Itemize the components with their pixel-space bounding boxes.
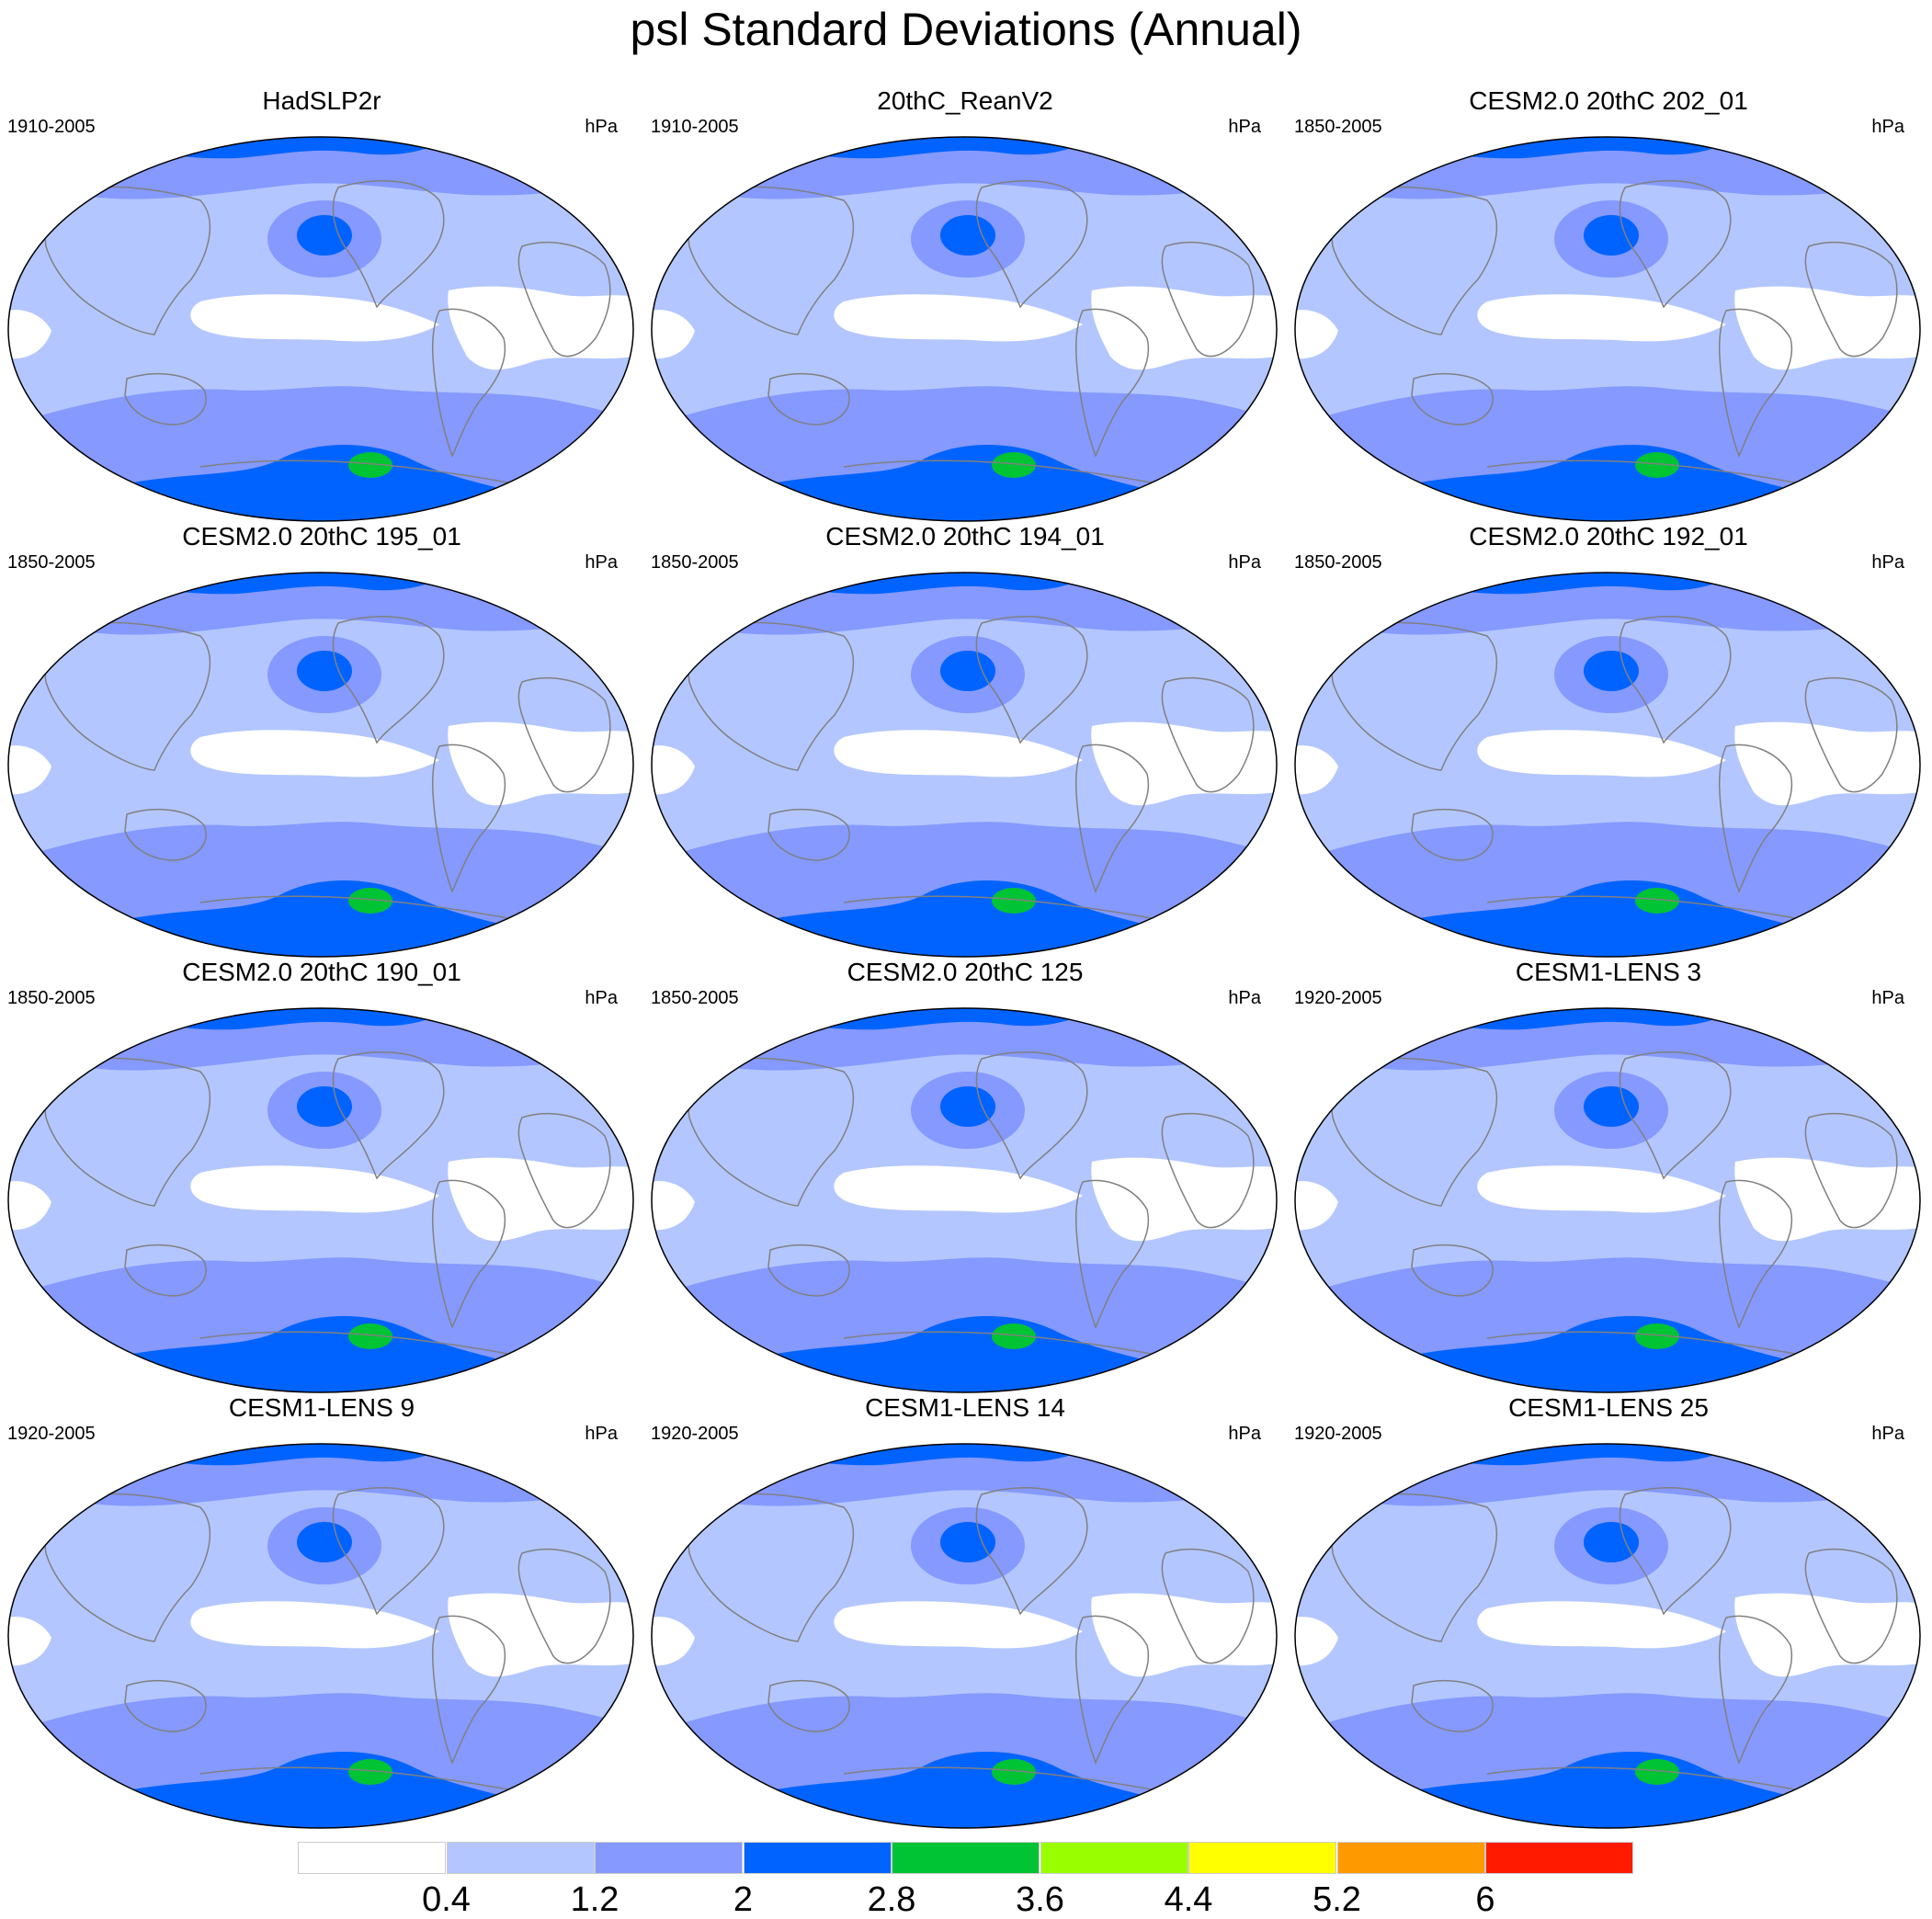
map-contour-plot	[7, 1007, 634, 1393]
panel-unit: hPa	[1228, 988, 1261, 1008]
map-panel: 20thC_ReanV2 1910-2005 hPa	[643, 86, 1287, 522]
colorbar-swatch	[1485, 1842, 1633, 1874]
map-contour-plot	[1294, 1007, 1921, 1393]
panel-period: 1920-2005	[1294, 1424, 1382, 1444]
map-contour-plot	[7, 136, 634, 522]
map-panel: CESM1-LENS 3 1920-2005 hPa	[1287, 958, 1930, 1393]
panel-period: 1850-2005	[7, 552, 96, 573]
colorbar-swatch	[446, 1842, 595, 1874]
map-panel: CESM2.0 20thC 202_01 1850-2005 hPa	[1287, 86, 1930, 522]
panel-unit: hPa	[1871, 552, 1904, 573]
map-panel: CESM2.0 20thC 194_01 1850-2005 hPa	[643, 522, 1287, 958]
panel-title: CESM2.0 20thC 190_01	[182, 958, 461, 986]
panel-period: 1850-2005	[1294, 117, 1382, 137]
panel-period: 1850-2005	[651, 552, 739, 573]
colorbar-swatch	[743, 1842, 892, 1874]
map-panel: CESM2.0 20thC 195_01 1850-2005 hPa	[0, 522, 643, 958]
panel-unit: hPa	[1871, 988, 1904, 1008]
map-contour-plot	[651, 1443, 1278, 1829]
colorbar-label: 1.2	[570, 1880, 619, 1919]
panel-unit: hPa	[585, 117, 618, 137]
panel-title: CESM2.0 20thC 125	[847, 958, 1084, 986]
panel-period: 1850-2005	[7, 988, 96, 1008]
panel-unit: hPa	[585, 988, 618, 1008]
colorbar-label: 2	[733, 1880, 754, 1919]
colorbar-label: 6	[1475, 1880, 1495, 1919]
panel-unit: hPa	[585, 1424, 618, 1444]
colorbar-label: 5.2	[1313, 1880, 1361, 1919]
panel-unit: hPa	[585, 552, 618, 573]
colorbar-label: 4.4	[1164, 1880, 1213, 1919]
colorbar-label: 3.6	[1016, 1880, 1064, 1919]
panel-period: 1920-2005	[651, 1424, 739, 1444]
map-contour-plot	[7, 1443, 634, 1829]
map-panel: CESM1-LENS 14 1920-2005 hPa	[643, 1393, 1287, 1829]
map-panel: CESM1-LENS 9 1920-2005 hPa	[0, 1393, 643, 1829]
panel-unit: hPa	[1228, 117, 1261, 137]
colorbar-swatch	[892, 1842, 1040, 1874]
panel-title: CESM1-LENS 25	[1508, 1393, 1709, 1422]
map-panel: CESM2.0 20thC 190_01 1850-2005 hPa	[0, 958, 643, 1393]
colorbar: 0.4 1.2 2 2.8 3.6 4.4 5.2 6	[298, 1842, 1635, 1919]
map-contour-plot	[1294, 572, 1921, 958]
panel-title: 20thC_ReanV2	[877, 86, 1053, 115]
colorbar-swatch	[1040, 1842, 1188, 1874]
panel-period: 1850-2005	[651, 988, 739, 1008]
panel-title: CESM1-LENS 3	[1515, 958, 1702, 986]
map-contour-plot	[651, 1007, 1278, 1393]
panel-period: 1910-2005	[7, 117, 96, 137]
colorbar-label: 0.4	[422, 1880, 471, 1919]
map-contour-plot	[1294, 1443, 1921, 1829]
map-contour-plot	[651, 572, 1278, 958]
panel-title: CESM2.0 20thC 202_01	[1469, 86, 1748, 115]
panel-unit: hPa	[1228, 552, 1261, 573]
panel-title: CESM2.0 20thC 194_01	[825, 522, 1105, 551]
panel-period: 1850-2005	[1294, 552, 1382, 573]
colorbar-swatch	[1188, 1842, 1336, 1874]
panel-title: CESM1-LENS 9	[228, 1393, 415, 1422]
panel-period: 1910-2005	[651, 117, 739, 137]
colorbar-swatch	[1336, 1842, 1485, 1874]
panel-title: CESM1-LENS 14	[865, 1393, 1065, 1422]
map-panel: CESM2.0 20thC 192_01 1850-2005 hPa	[1287, 522, 1930, 958]
panel-title: CESM2.0 20thC 192_01	[1469, 522, 1748, 551]
map-panel: CESM2.0 20thC 125 1850-2005 hPa	[643, 958, 1287, 1393]
map-contour-plot	[1294, 136, 1921, 522]
colorbar-label: 2.8	[867, 1880, 916, 1919]
panel-period: 1920-2005	[1294, 988, 1382, 1008]
map-contour-plot	[651, 136, 1278, 522]
map-panel: CESM1-LENS 25 1920-2005 hPa	[1287, 1393, 1930, 1829]
panel-period: 1920-2005	[7, 1424, 96, 1444]
colorbar-swatch	[298, 1842, 446, 1874]
panel-title: HadSLP2r	[262, 86, 381, 115]
panel-unit: hPa	[1871, 117, 1904, 137]
map-contour-plot	[7, 572, 634, 958]
colorbar-swatch	[595, 1842, 743, 1874]
page-title: psl Standard Deviations (Annual)	[630, 4, 1302, 55]
map-panel: HadSLP2r 1910-2005 hPa	[0, 86, 643, 522]
panel-unit: hPa	[1871, 1424, 1904, 1444]
panel-unit: hPa	[1228, 1424, 1261, 1444]
panel-title: CESM2.0 20thC 195_01	[182, 522, 461, 551]
